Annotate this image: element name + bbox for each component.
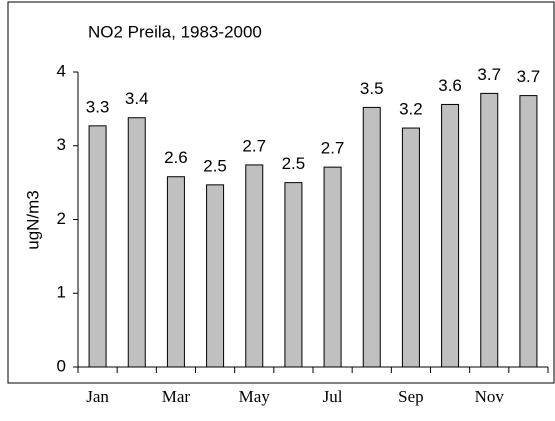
chart-border	[7, 1, 555, 384]
bar	[401, 127, 420, 368]
x-tick-label: Sep	[398, 387, 424, 406]
data-label: 3.2	[399, 100, 423, 119]
x-tick-label: May	[239, 387, 271, 406]
bar	[323, 166, 342, 368]
bar	[206, 184, 225, 368]
bar	[519, 95, 538, 368]
bar	[166, 176, 185, 368]
data-label: 3.7	[517, 67, 541, 86]
data-label: 2.7	[321, 139, 345, 158]
bar	[362, 106, 381, 368]
data-label: 3.5	[360, 79, 384, 98]
chart-title: NO2 Preila, 1983-2000	[88, 22, 262, 41]
bar	[480, 92, 499, 368]
bar	[284, 182, 303, 368]
data-label: 2.5	[282, 154, 306, 173]
data-label: 3.4	[125, 89, 149, 108]
x-tick-label: Mar	[162, 387, 191, 406]
y-tick-label: 4	[57, 61, 66, 80]
y-tick-label: 1	[57, 283, 66, 302]
bar	[88, 125, 107, 368]
y-tick-label: 2	[57, 209, 66, 228]
y-axis-label: ugN/m3	[23, 190, 42, 250]
y-tick-label: 0	[57, 356, 66, 375]
data-label: 2.6	[164, 148, 188, 167]
bar	[245, 164, 264, 368]
x-tick-label: Jul	[323, 387, 343, 406]
bar	[441, 103, 460, 368]
data-label: 3.6	[438, 76, 462, 95]
data-label: 3.7	[477, 65, 501, 84]
data-label: 3.3	[86, 97, 110, 116]
x-tick-label: Nov	[475, 387, 505, 406]
data-label: 2.5	[203, 156, 227, 175]
y-tick-label: 3	[57, 135, 66, 154]
data-label: 2.7	[242, 136, 266, 155]
x-tick-label: Jan	[86, 387, 109, 406]
bar	[127, 117, 146, 368]
